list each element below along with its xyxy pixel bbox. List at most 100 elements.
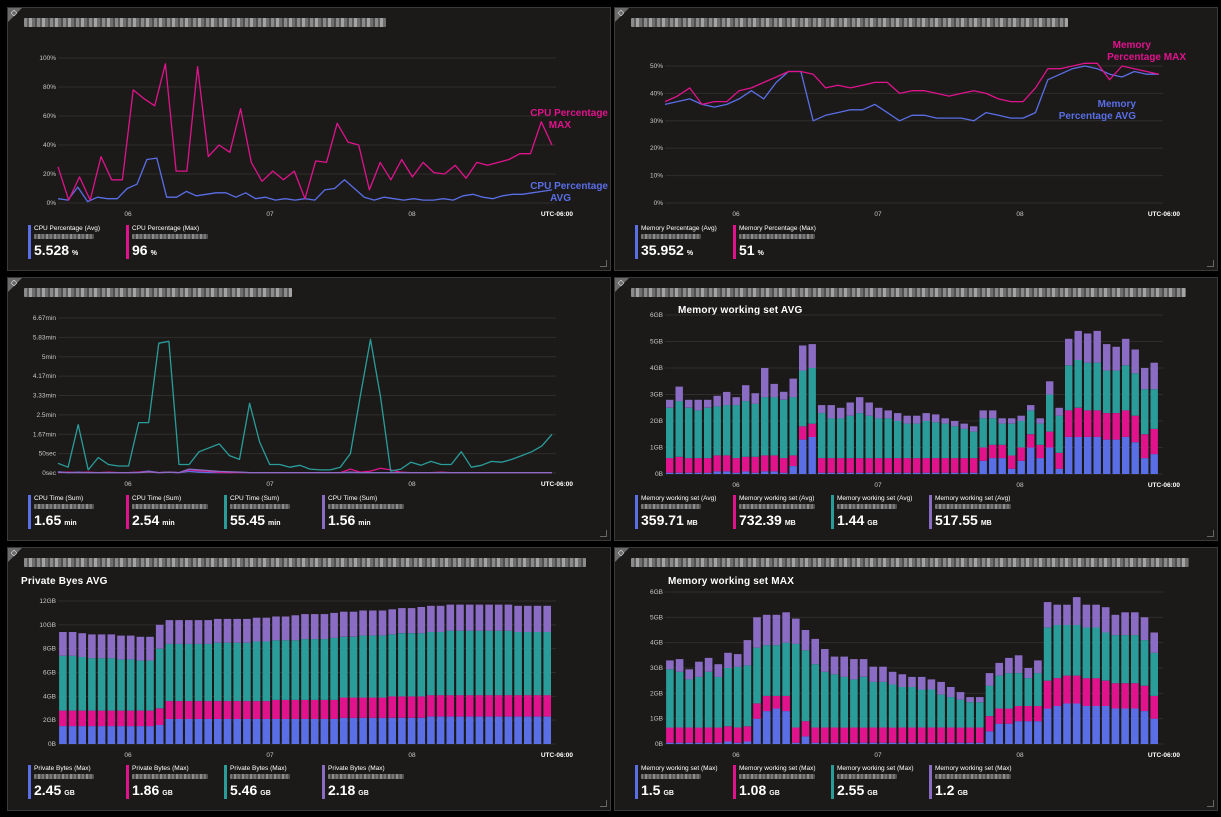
bar-segment	[1140, 617, 1149, 641]
legend-item[interactable]: Private Bytes (Max) 5.46 GB	[224, 765, 316, 799]
legend-item[interactable]: CPU Time (Sum) 55.45 min	[224, 495, 316, 529]
bar-segment	[272, 640, 280, 700]
legend-resource-redacted	[837, 774, 897, 779]
bar-segment	[743, 741, 752, 744]
bar-segment	[1093, 330, 1101, 363]
bar-segment	[1046, 431, 1054, 448]
series-annotation: CPU Percentage	[530, 108, 608, 119]
legend-value: 2.18 GB	[328, 782, 414, 798]
bar-segment	[846, 415, 854, 459]
resize-handle[interactable]	[600, 800, 607, 807]
bar-segment	[1036, 423, 1044, 445]
bar-segment	[1084, 410, 1092, 437]
legend-resource-redacted	[230, 504, 290, 509]
bar-segment	[1017, 460, 1025, 475]
legend-item[interactable]: Memory working set (Max) 1.5 GB	[635, 765, 727, 799]
legend-item[interactable]: CPU Percentage (Max) 96%	[126, 225, 218, 259]
legend-item[interactable]: Memory working set (Avg) 1.44 GB	[831, 495, 923, 529]
legend-value: 55.45 min	[230, 512, 316, 528]
bar-segment	[1008, 455, 1016, 469]
bar-segment	[743, 726, 752, 742]
legend-item[interactable]: Memory working set (Max) 1.2 GB	[929, 765, 1021, 799]
bar-segment	[1043, 627, 1052, 681]
bar-segment	[1014, 706, 1023, 722]
resize-handle[interactable]	[600, 530, 607, 537]
legend-item[interactable]: Private Bytes (Max) 2.18 GB	[322, 765, 414, 799]
bar-segment	[107, 658, 116, 711]
bar-segment	[165, 643, 174, 702]
x-tick-label: 06	[124, 481, 132, 488]
legend-item[interactable]: Memory working set (Avg) 732.39 MB	[733, 495, 825, 529]
bar-segment	[827, 458, 835, 473]
bar-segment	[685, 407, 693, 459]
bar-segment	[801, 721, 810, 737]
bar-segment	[937, 742, 945, 744]
bar-segment	[504, 695, 513, 717]
legend-item[interactable]: Private Bytes (Max) 2.45 GB	[28, 765, 120, 799]
bar-segment	[947, 687, 955, 698]
filter-icon[interactable]	[8, 8, 22, 22]
bar-segment	[214, 701, 222, 719]
bar-segment	[59, 655, 67, 711]
y-tick-label: 12GB	[39, 598, 56, 605]
legend-item[interactable]: Memory working set (Avg) 517.55 MB	[929, 495, 1021, 529]
bar-segment	[1024, 706, 1033, 722]
bar-segment	[107, 634, 116, 659]
legend: CPU Time (Sum) 1.65 min CPU Time (Sum) 2.54 m…	[28, 495, 420, 529]
bar-segment	[1046, 394, 1054, 432]
bar-segment	[291, 699, 300, 719]
tile-memory-percentage[interactable]: 0% 10% 20% 30% 40% 50% 06 07 08 UTC-06:00 Memory Pe…	[614, 7, 1218, 271]
legend-item[interactable]: Memory Percentage (Avg) 35.952%	[635, 225, 727, 259]
bar-segment	[1072, 675, 1081, 704]
legend-item[interactable]: Memory working set (Max) 2.55 GB	[831, 765, 923, 799]
x-tick-label: 07	[266, 211, 274, 218]
legend-item[interactable]: Private Bytes (Max) 1.86 GB	[126, 765, 218, 799]
bar-segment	[724, 668, 732, 727]
bar-segment	[398, 717, 406, 744]
bar-segment	[1027, 447, 1035, 474]
bar-segment	[761, 368, 769, 398]
bar-segment	[330, 699, 338, 719]
resize-handle[interactable]	[1207, 260, 1214, 267]
legend-value-unit: GB	[867, 520, 878, 527]
resize-handle[interactable]	[600, 260, 607, 267]
bar-segment	[117, 710, 125, 727]
legend-item[interactable]: Memory working set (Avg) 359.71 MB	[635, 495, 727, 529]
legend: CPU Percentage (Avg) 5.528% CPU Percentage…	[28, 225, 224, 259]
series-annotation: Memory	[1098, 99, 1137, 110]
x-tick-label: 06	[732, 482, 740, 489]
bar-segment	[761, 471, 769, 474]
tile-memory-working-set-max[interactable]: Memory working set MAX 0B 1GB 2GB 3GB 4GB 5GB…	[614, 547, 1218, 811]
legend-value-number: 55.45	[230, 512, 266, 528]
resize-handle[interactable]	[1207, 800, 1214, 807]
legend-item[interactable]: Memory Percentage (Max) 51%	[733, 225, 825, 259]
legend-item[interactable]: CPU Time (Sum) 1.65 min	[28, 495, 120, 529]
bar-segment	[821, 727, 829, 743]
filter-icon[interactable]	[8, 548, 22, 562]
legend-item[interactable]: CPU Percentage (Avg) 5.528%	[28, 225, 120, 259]
bar-segment	[970, 426, 978, 432]
legend-resource-redacted	[641, 504, 701, 509]
bar-segment	[846, 458, 854, 473]
legend-item[interactable]: CPU Time (Sum) 2.54 min	[126, 495, 218, 529]
bar-segment	[194, 643, 203, 702]
bar-segment	[359, 610, 367, 636]
tile-cpu-percentage[interactable]: 0% 20% 40% 60% 80% 100% 06 07 08 UTC-06:00 CPU Per…	[7, 7, 611, 271]
legend: Memory working set (Max) 1.5 GB Memory work…	[635, 765, 1027, 799]
bar-segment	[837, 458, 845, 473]
resize-handle[interactable]	[1207, 530, 1214, 537]
filter-icon[interactable]	[615, 8, 629, 22]
tile-cpu-time[interactable]: 0sec 50sec 1.67min 2.5min 3.33min 4.17min 5min…	[7, 277, 611, 541]
legend-resource-redacted	[837, 504, 897, 509]
legend-item[interactable]: CPU Time (Sum) 1.56 min	[322, 495, 414, 529]
tile-memory-working-set-avg[interactable]: Memory working set AVG 0B 1GB 2GB 3GB 4GB 5GB…	[614, 277, 1218, 541]
bar-segment	[714, 727, 723, 743]
bar-segment	[979, 418, 987, 448]
legend-item[interactable]: Memory working set (Max) 1.08 GB	[733, 765, 825, 799]
filter-icon[interactable]	[615, 548, 629, 562]
legend-value: 732.39 MB	[739, 512, 825, 528]
filter-icon[interactable]	[8, 278, 22, 292]
bar-segment	[1122, 410, 1130, 437]
filter-icon[interactable]	[615, 278, 629, 292]
tile-private-bytes[interactable]: Private Byes AVG 0B 2GB 4GB 6GB 8GB 10GB 12GB 0…	[7, 547, 611, 811]
